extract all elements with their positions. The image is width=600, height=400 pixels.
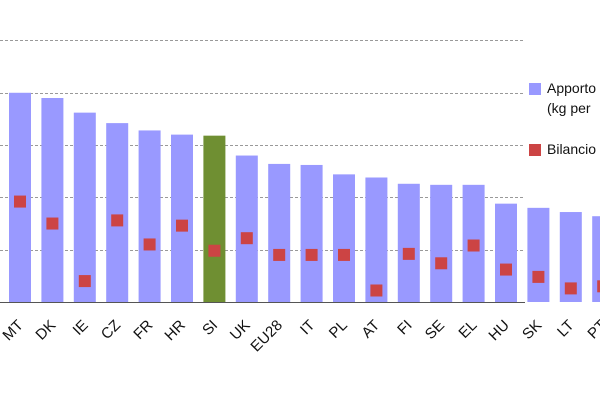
x-tick-eu28: EU28 [247, 317, 286, 356]
x-tick-hu: HU [485, 317, 512, 344]
x-tick-ie: IE [70, 317, 92, 339]
legend-swatch-apporto [529, 83, 541, 95]
marker-si [208, 244, 221, 257]
marker-it [305, 248, 318, 261]
marker-series [14, 195, 600, 297]
bar-hu [495, 203, 517, 302]
bar-eu28 [268, 163, 291, 302]
bar-pl [333, 174, 355, 302]
x-tick-dk: DK [32, 317, 59, 344]
x-tick-el: EL [455, 317, 480, 342]
x-tick-it: IT [297, 317, 318, 338]
x-tick-cz: CZ [98, 317, 124, 343]
x-tick-uk: UK [227, 317, 254, 344]
bar-dk [41, 98, 64, 302]
x-tick-fr: FR [130, 317, 156, 343]
x-tick-sk: SK [519, 317, 545, 343]
x-tick-pl: PL [326, 317, 351, 342]
bar-it [300, 164, 323, 302]
bar-at [365, 177, 388, 302]
marker-hr [176, 219, 188, 232]
marker-fi [402, 247, 415, 260]
marker-lt [564, 282, 577, 295]
marker-cz [111, 214, 124, 227]
legend-label-bilancio: Bilancio [547, 141, 596, 157]
marker-uk [240, 232, 253, 245]
marker-ie [78, 275, 91, 288]
marker-fr [143, 238, 156, 251]
bar-pt [592, 216, 600, 302]
bar-lt [559, 212, 582, 302]
bar-fr [138, 130, 161, 302]
x-tick-fi: FI [394, 317, 415, 338]
bar-uk [235, 155, 258, 302]
bar-ie [73, 112, 96, 303]
legend: Apporto (kg per Bilancio [529, 80, 596, 157]
bar-si [203, 135, 226, 302]
bar-hr [171, 134, 193, 302]
marker-at [370, 284, 383, 297]
x-tick-si: SI [199, 317, 221, 339]
legend-label-apporto-line1: Apporto [547, 80, 596, 96]
x-tick-hr: HR [161, 317, 188, 344]
bar-fi [397, 183, 420, 302]
x-tick-at: AT [358, 317, 383, 342]
x-tick-lt: LT [554, 317, 578, 341]
marker-pl [338, 248, 350, 261]
marker-mt [14, 195, 26, 208]
bar-sk [527, 207, 550, 302]
x-tick-pt: PT [584, 317, 600, 343]
legend-label-apporto-line2: (kg per [547, 100, 591, 116]
marker-eu28 [273, 248, 286, 261]
marker-el [467, 239, 480, 252]
marker-sk [532, 270, 545, 283]
marker-dk [46, 217, 59, 230]
marker-hu [500, 263, 512, 276]
bar-cz [106, 123, 129, 302]
marker-se [435, 257, 448, 270]
x-tick-se: SE [422, 317, 448, 343]
bar-se [430, 184, 453, 302]
x-tick-mt: MT [0, 317, 27, 344]
legend-swatch-bilancio [529, 144, 541, 156]
marker-pt [597, 280, 600, 293]
